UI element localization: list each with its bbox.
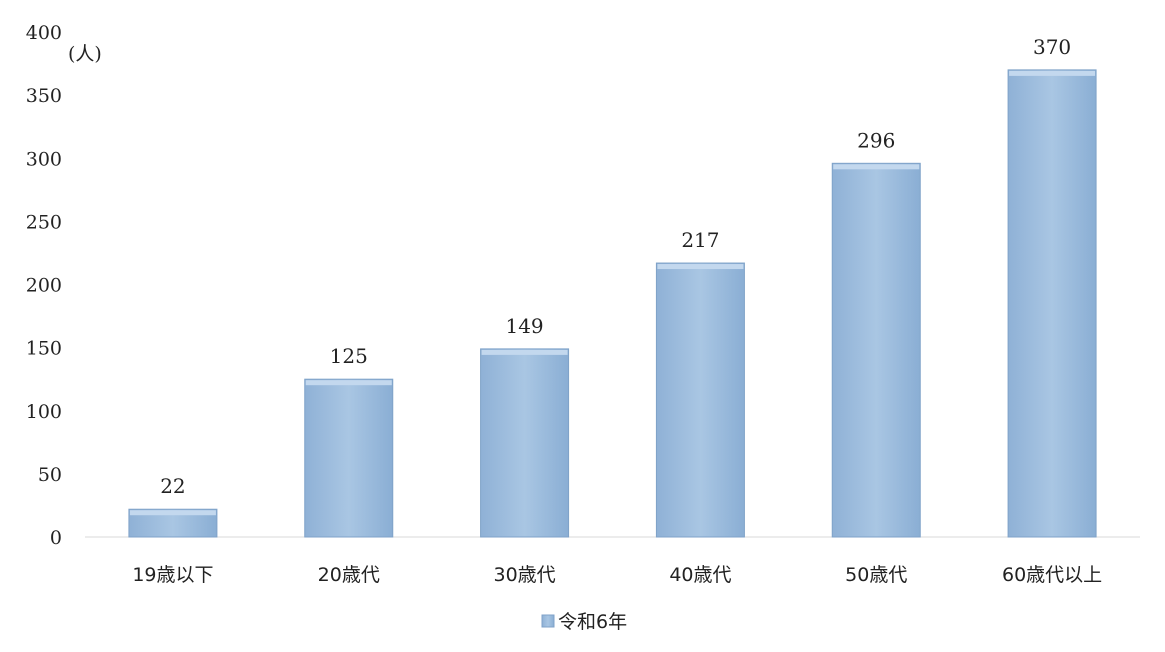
bar-top-highlight: [481, 349, 568, 355]
x-category-label: 40歳代: [669, 564, 731, 586]
data-label: 370: [1033, 35, 1071, 59]
bar: [1007, 69, 1097, 538]
bar-top-highlight: [1009, 70, 1096, 76]
bar: [831, 162, 921, 538]
x-category-label: 19歳以下: [132, 564, 213, 586]
y-tick-label: 150: [26, 338, 62, 360]
y-tick-label: 100: [26, 401, 62, 423]
bar: [480, 348, 570, 538]
data-label: 22: [160, 474, 185, 498]
legend-swatch: [541, 614, 555, 628]
x-category-label: 60歳代以上: [1002, 564, 1102, 586]
y-axis-ticks: 0 50 100 150 200 250 300 350 400: [26, 22, 62, 549]
data-label: 296: [857, 128, 895, 152]
y-tick-label: 250: [26, 211, 62, 233]
bar-top-highlight: [833, 164, 920, 170]
bar-top-highlight: [657, 264, 744, 270]
y-tick-label: 400: [26, 22, 62, 44]
legend: 令和6年: [541, 611, 627, 633]
x-axis-category-labels: 19歳以下 20歳代 30歳代 40歳代 50歳代 60歳代以上: [132, 564, 1102, 586]
x-category-label: 20歳代: [318, 564, 380, 586]
data-label: 149: [505, 314, 543, 338]
y-tick-label: 300: [26, 148, 62, 170]
y-axis-unit-label: (人): [68, 43, 102, 65]
y-tick-label: 200: [26, 275, 62, 297]
bar: [304, 378, 394, 538]
x-category-label: 30歳代: [493, 564, 555, 586]
bar-series: [128, 69, 1097, 538]
bar-top-highlight: [305, 380, 392, 386]
data-labels: 22 125 149 217 296 370: [160, 35, 1071, 498]
bar: [655, 262, 745, 538]
data-label: 217: [681, 228, 719, 252]
y-tick-label: 350: [26, 85, 62, 107]
x-category-label: 50歳代: [845, 564, 907, 586]
y-tick-label: 50: [38, 464, 62, 486]
data-label: 125: [330, 344, 368, 368]
y-tick-label: 0: [50, 527, 62, 549]
bar-top-highlight: [129, 510, 216, 516]
legend-entry-label: 令和6年: [558, 611, 627, 633]
